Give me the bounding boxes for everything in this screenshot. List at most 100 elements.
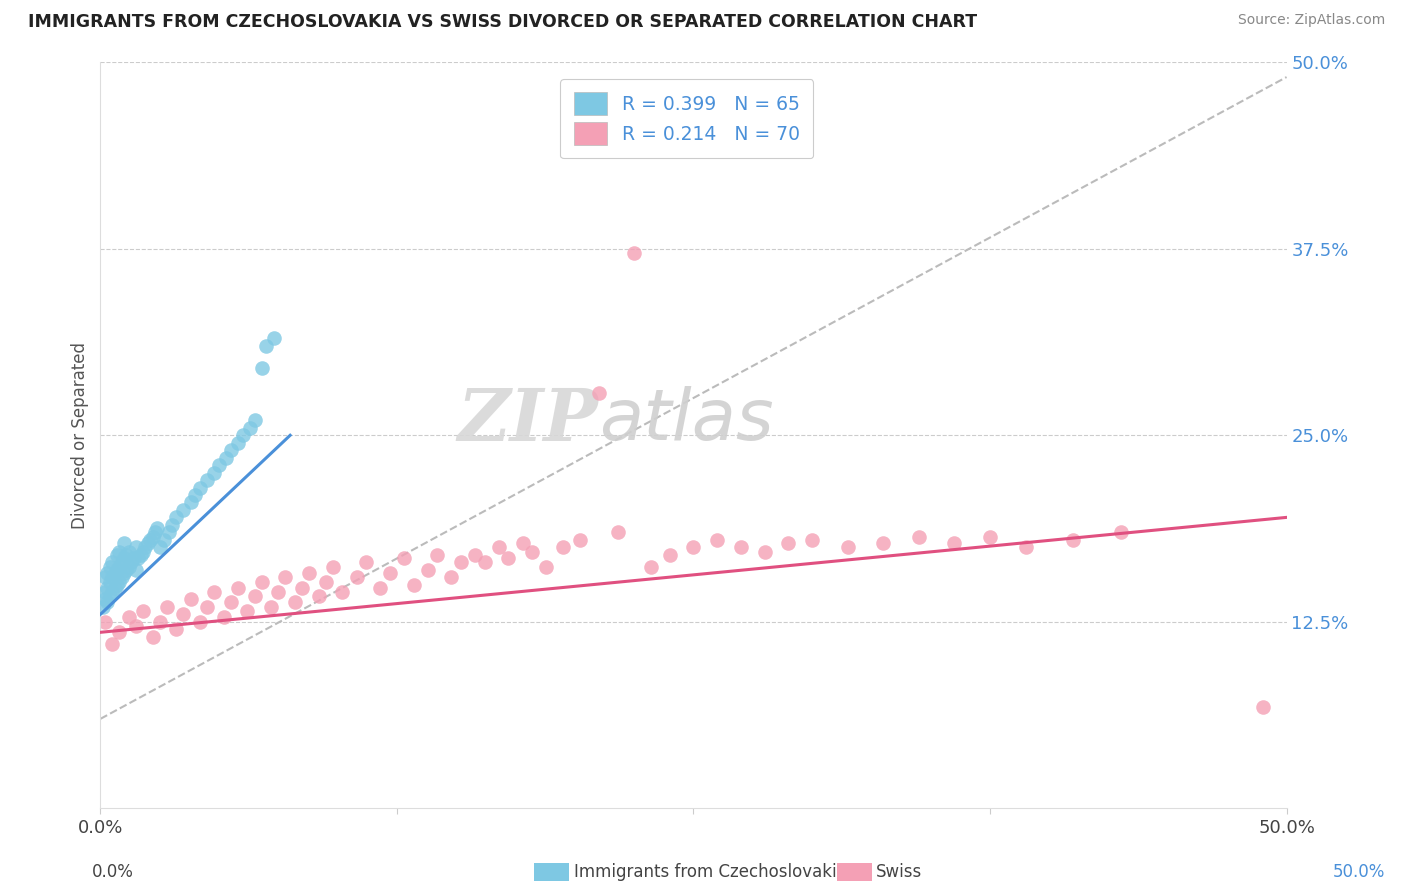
Point [801, 533, 824, 547]
Point [105, 577, 128, 591]
Point [103, 581, 125, 595]
Point [236, 604, 259, 618]
Point [330, 585, 353, 599]
Point [226, 435, 249, 450]
Point [219, 595, 242, 609]
Point [105, 563, 128, 577]
Point [179, 495, 201, 509]
Point [322, 559, 344, 574]
Point [115, 548, 138, 562]
Point [536, 559, 558, 574]
Point [127, 550, 149, 565]
Point [908, 530, 931, 544]
Point [254, 339, 277, 353]
Point [105, 548, 128, 562]
Point [402, 577, 425, 591]
Point [108, 625, 131, 640]
Point [136, 535, 159, 549]
Point [94, 585, 117, 599]
Point [101, 637, 124, 651]
Point [215, 450, 238, 465]
Point [551, 540, 574, 554]
Point [139, 533, 162, 547]
Point [837, 540, 859, 554]
Point [640, 559, 662, 574]
Point [232, 428, 254, 442]
Text: Source: ZipAtlas.com: Source: ZipAtlas.com [1237, 13, 1385, 28]
Point [96, 581, 118, 595]
Point [98, 574, 121, 589]
Point [392, 550, 415, 565]
Point [112, 566, 135, 580]
Point [263, 331, 285, 345]
Point [143, 525, 166, 540]
Point [754, 545, 776, 559]
Point [118, 559, 141, 574]
Text: Immigrants from Czechoslovakia: Immigrants from Czechoslovakia [574, 863, 846, 881]
Point [239, 421, 262, 435]
Point [125, 563, 148, 577]
Point [184, 488, 207, 502]
Point [440, 570, 463, 584]
Point [101, 585, 124, 599]
Point [118, 545, 141, 559]
Point [260, 599, 283, 614]
Point [125, 540, 148, 554]
Point [1251, 700, 1274, 714]
Text: atlas: atlas [599, 386, 773, 455]
Point [129, 548, 152, 562]
Point [172, 503, 194, 517]
Point [132, 604, 155, 618]
Point [658, 548, 681, 562]
Point [202, 466, 225, 480]
Point [172, 607, 194, 622]
Point [378, 566, 401, 580]
Point [195, 599, 218, 614]
Point [160, 517, 183, 532]
Point [226, 581, 249, 595]
Point [606, 525, 628, 540]
Text: ZIP: ZIP [458, 384, 599, 456]
Point [588, 386, 610, 401]
Y-axis label: Divorced or Separated: Divorced or Separated [72, 342, 89, 529]
Point [1109, 525, 1132, 540]
Point [157, 525, 180, 540]
Point [520, 545, 543, 559]
Point [315, 574, 337, 589]
Point [91, 599, 114, 614]
Point [354, 555, 377, 569]
Point [112, 550, 135, 565]
Point [112, 535, 135, 549]
Point [165, 623, 187, 637]
Point [103, 566, 125, 580]
Point [141, 630, 163, 644]
Point [98, 559, 121, 574]
Point [250, 574, 273, 589]
Text: Swiss: Swiss [876, 863, 922, 881]
Point [243, 413, 266, 427]
Text: 50.0%: 50.0% [1333, 863, 1385, 881]
Point [108, 559, 131, 574]
Point [132, 545, 155, 559]
Point [118, 610, 141, 624]
Point [450, 555, 472, 569]
Point [96, 566, 118, 580]
Point [94, 570, 117, 584]
Point [108, 574, 131, 589]
Point [498, 550, 520, 565]
Point [165, 510, 187, 524]
Point [208, 458, 231, 472]
Point [111, 570, 134, 584]
Point [120, 555, 142, 569]
Legend: R = 0.399   N = 65, R = 0.214   N = 70: R = 0.399 N = 65, R = 0.214 N = 70 [561, 79, 814, 159]
Point [426, 548, 449, 562]
Point [141, 530, 163, 544]
Point [125, 619, 148, 633]
Point [512, 535, 534, 549]
Point [188, 615, 211, 629]
Point [111, 555, 134, 569]
Point [474, 555, 496, 569]
Point [134, 540, 156, 554]
Point [101, 570, 124, 584]
Point [1014, 540, 1036, 554]
